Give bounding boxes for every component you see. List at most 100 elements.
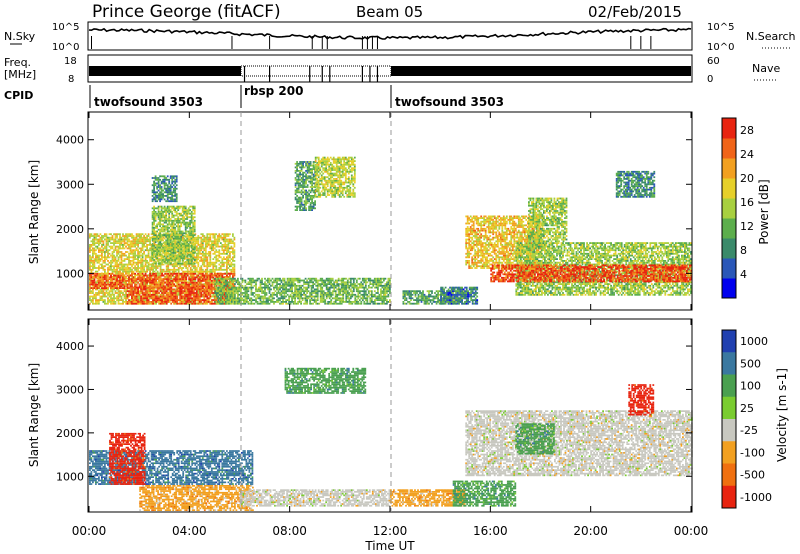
- heatmap-cell: [131, 272, 133, 275]
- heatmap-cell: [157, 189, 160, 192]
- heatmap-cell: [150, 274, 153, 277]
- heatmap-cell: [153, 228, 155, 231]
- heatmap-cell: [104, 283, 106, 286]
- heatmap-cell: [129, 285, 132, 288]
- heatmap-cell: [210, 240, 213, 243]
- heatmap-cell: [99, 249, 102, 252]
- heatmap-cell: [102, 265, 105, 268]
- heatmap-cell: [120, 278, 123, 281]
- heatmap-cell: [150, 295, 153, 298]
- heatmap-cell: [174, 198, 177, 201]
- heatmap-cell: [116, 252, 118, 255]
- heatmap-cell: [195, 256, 198, 259]
- heatmap-cell: [156, 274, 159, 277]
- heatmap-cell: [93, 287, 96, 289]
- heatmap-cell: [140, 254, 142, 257]
- heatmap-cell: [129, 235, 132, 237]
- heatmap-cell: [114, 268, 117, 271]
- heatmap-cell: [110, 274, 112, 277]
- heatmap-cell: [132, 278, 135, 281]
- heatmap-cell: [162, 292, 165, 294]
- heatmap-cell: [166, 260, 169, 263]
- heatmap-cell: [90, 270, 93, 273]
- heatmap-cell: [214, 292, 217, 294]
- heatmap-cell: [98, 251, 100, 253]
- heatmap-cell: [183, 270, 186, 273]
- heatmap-cell: [146, 293, 148, 296]
- heatmap-cell: [159, 268, 162, 271]
- heatmap-cell: [165, 219, 168, 222]
- heatmap-cell: [169, 262, 172, 265]
- heatmap-cell: [156, 248, 158, 251]
- heatmap-cell: [221, 284, 224, 287]
- heatmap-cell: [191, 302, 194, 305]
- heatmap-cell: [153, 184, 155, 187]
- heatmap-cell: [174, 248, 177, 251]
- heatmap-cell: [113, 287, 115, 289]
- heatmap-cell: [140, 261, 142, 264]
- heatmap-cell: [193, 250, 196, 252]
- heatmap-cell: [203, 260, 206, 262]
- heatmap-cell: [93, 293, 96, 296]
- heatmap-cell: [137, 286, 139, 289]
- heatmap-cell: [135, 233, 138, 236]
- heatmap-cell: [117, 292, 120, 294]
- heatmap-cell: [164, 288, 167, 291]
- heatmap-cell: [166, 223, 169, 226]
- heatmap-cell: [204, 247, 207, 250]
- heatmap-cell: [216, 302, 219, 305]
- heatmap-cell: [105, 288, 108, 291]
- heatmap-cell: [89, 295, 91, 298]
- heatmap-cell: [134, 258, 136, 260]
- heatmap-cell: [96, 283, 99, 286]
- heatmap-cell: [159, 274, 162, 277]
- heatmap-cell: [220, 279, 223, 282]
- heatmap-cell: [168, 270, 171, 273]
- heatmap-cell: [212, 302, 215, 305]
- heatmap-cell: [129, 302, 132, 305]
- heatmap-cell: [137, 242, 139, 244]
- heatmap-cell: [218, 292, 221, 294]
- heatmap-cell: [189, 216, 192, 219]
- heatmap-cell: [165, 295, 168, 298]
- heatmap-cell: [195, 295, 198, 298]
- heatmap-cell: [233, 242, 236, 244]
- heatmap-cell: [233, 251, 236, 253]
- heatmap-cell: [159, 246, 161, 249]
- heatmap-cell: [241, 284, 244, 287]
- heatmap-cell: [113, 281, 115, 284]
- heatmap-cell: [247, 295, 250, 298]
- heatmap-cell: [223, 301, 226, 303]
- heatmap-cell: [169, 225, 172, 228]
- heatmap-cell: [209, 292, 212, 294]
- heatmap-cell: [183, 241, 186, 244]
- heatmap-cell: [131, 297, 133, 300]
- heatmap-cell: [138, 247, 141, 250]
- heatmap-cell: [234, 299, 236, 301]
- heatmap-cell: [146, 290, 148, 293]
- heatmap-cell: [114, 278, 117, 281]
- heatmap-cell: [111, 242, 114, 244]
- heatmap-cell: [246, 297, 248, 300]
- heatmap-cell: [209, 290, 212, 293]
- heatmap-cell: [170, 235, 173, 237]
- heatmap-cell: [153, 214, 155, 217]
- heatmap-cell: [157, 252, 160, 254]
- heatmap-cell: [210, 301, 213, 303]
- heatmap-cell: [231, 279, 233, 282]
- heatmap-cell: [232, 242, 234, 244]
- heatmap-cell: [113, 260, 115, 262]
- heatmap-cell: [169, 187, 172, 190]
- heatmap-cell: [157, 216, 160, 219]
- station-title: Prince George (fitACF): [92, 2, 281, 22]
- heatmap-cell: [129, 286, 132, 289]
- heatmap-cell: [184, 228, 187, 231]
- heatmap-cell: [132, 252, 135, 255]
- heatmap-cell: [129, 274, 132, 277]
- heatmap-cell: [209, 302, 212, 305]
- heatmap-cell: [221, 292, 224, 294]
- heatmap-cell: [120, 254, 123, 257]
- heatmap-cell: [174, 272, 177, 275]
- heatmap-cell: [155, 258, 157, 260]
- heatmap-cell: [151, 216, 154, 219]
